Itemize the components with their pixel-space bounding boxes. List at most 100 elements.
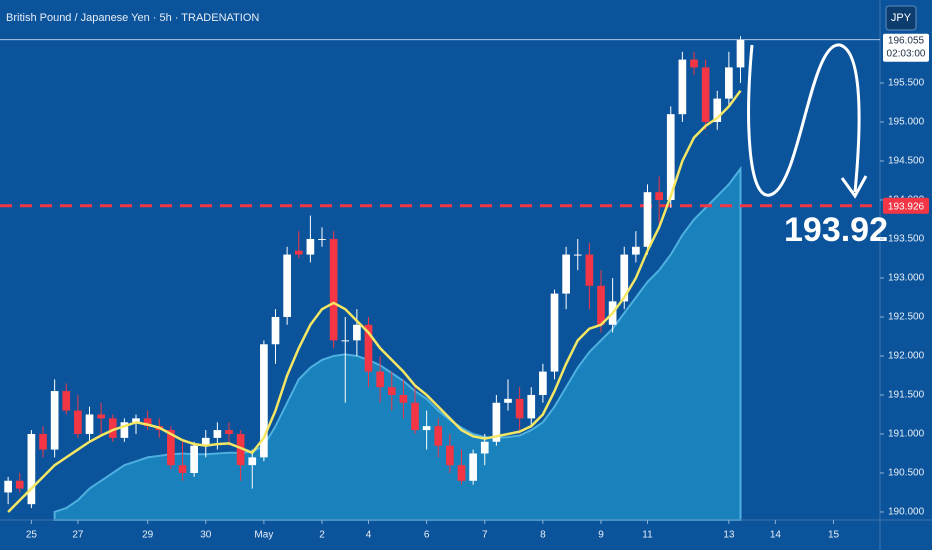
candle-body	[387, 387, 396, 395]
arrow	[747, 43, 861, 197]
candle-body	[50, 391, 59, 450]
candle	[690, 51, 698, 76]
candle-body	[364, 324, 373, 372]
button-frame[interactable]	[885, 5, 917, 31]
candle	[341, 316, 350, 403]
y-tick-label: 194.500	[888, 156, 925, 167]
candle	[562, 246, 570, 310]
candle-body	[469, 453, 477, 481]
candle	[108, 414, 117, 442]
candle	[97, 402, 105, 434]
x-tick-label: 25	[26, 530, 38, 541]
candle-body	[736, 39, 745, 68]
candle	[318, 227, 326, 247]
candle-body	[318, 238, 326, 240]
candle	[364, 316, 373, 388]
candle-body	[283, 254, 291, 317]
candle	[248, 449, 257, 489]
candle	[236, 430, 245, 481]
candle-body	[213, 430, 222, 438]
candle-body	[434, 426, 443, 446]
candle-body	[411, 402, 419, 431]
y-tick-label: 192.500	[888, 312, 925, 323]
candle	[178, 441, 187, 481]
candle-body	[201, 437, 210, 446]
candle-body	[4, 480, 12, 493]
candle	[643, 184, 652, 255]
candle	[260, 340, 268, 462]
candle	[422, 410, 431, 450]
candle	[329, 231, 338, 349]
candle-body	[550, 293, 559, 372]
candle	[190, 441, 198, 477]
candle-body	[492, 402, 501, 442]
candle	[701, 59, 710, 130]
candle	[457, 449, 466, 485]
candle	[271, 309, 280, 364]
candle	[27, 430, 36, 509]
candle	[632, 231, 640, 263]
y-tick-label: 195.000	[888, 117, 925, 128]
candle-body	[178, 465, 187, 473]
candle	[376, 355, 384, 403]
candle-body	[27, 433, 36, 505]
candle	[434, 418, 443, 458]
candle-body	[132, 418, 140, 423]
candle	[597, 270, 605, 333]
x-tick-label: May	[254, 530, 273, 541]
x-tick-label: 8	[540, 530, 546, 541]
candle-body	[515, 398, 524, 419]
candle-body	[539, 371, 547, 395]
level-box	[883, 197, 929, 214]
candle-body	[376, 371, 384, 388]
candle	[283, 246, 291, 325]
candle-body	[120, 422, 129, 438]
x-tick-label: 4	[366, 530, 372, 541]
candle	[736, 36, 745, 83]
candle-body	[190, 445, 198, 473]
candle	[4, 476, 12, 505]
candle-body	[271, 316, 280, 345]
candle-body	[85, 414, 94, 434]
candle-body	[527, 394, 536, 419]
candle	[353, 309, 361, 356]
ma-line	[7, 90, 742, 513]
candle-body	[573, 254, 582, 256]
candle	[515, 387, 524, 434]
x-tick-label: 13	[723, 530, 735, 541]
candle-body	[74, 410, 82, 434]
chart-title: British Pound / Japanese Yen · 5h · TRAD…	[6, 12, 259, 24]
candle	[143, 410, 152, 431]
currency-button[interactable]: JPY	[885, 5, 917, 31]
candle	[713, 90, 722, 130]
candle-body	[97, 414, 105, 419]
candle-body	[248, 457, 257, 466]
x-tick-label: 30	[200, 530, 212, 541]
annotation: 193.92	[784, 211, 888, 249]
level-label: 193.926	[888, 201, 925, 212]
candle	[504, 379, 512, 411]
candle-body	[108, 418, 117, 438]
x-tick-label: 27	[72, 530, 84, 541]
candle	[527, 387, 536, 427]
x-tick-label: 6	[424, 530, 430, 541]
candle-body	[585, 254, 594, 286]
y-tick-label: 193.500	[888, 234, 925, 245]
candle-body	[725, 67, 733, 99]
candle-body	[62, 391, 71, 411]
candle	[201, 430, 210, 458]
y-tick-label: 193.000	[888, 273, 925, 284]
currency-label[interactable]: JPY	[891, 12, 912, 24]
candle-body	[480, 441, 489, 454]
candle-body	[422, 426, 431, 431]
candle-body	[643, 192, 652, 247]
candle-body	[167, 430, 175, 466]
candle	[50, 379, 59, 458]
arrow-head	[840, 175, 868, 199]
y-tick-label: 191.000	[888, 429, 925, 440]
x-tick-label: 11	[642, 530, 653, 541]
candle-body	[143, 418, 152, 427]
candle	[469, 449, 477, 485]
candle-body	[236, 433, 245, 466]
candle	[132, 414, 140, 434]
